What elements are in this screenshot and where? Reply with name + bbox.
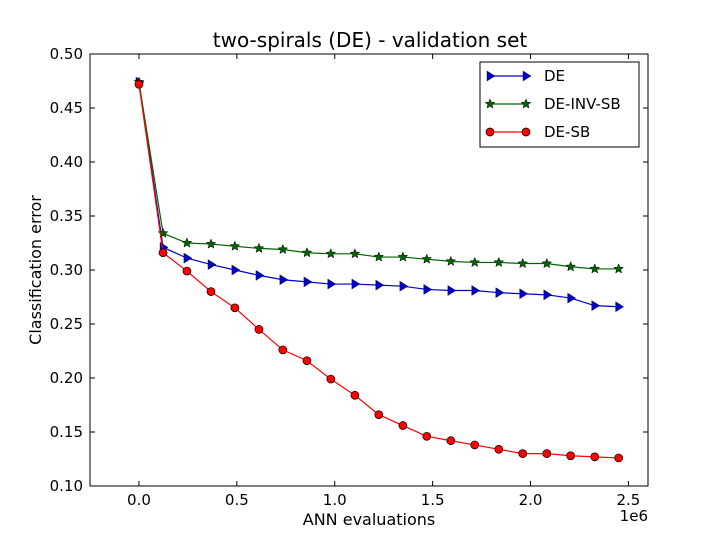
x-tick-label: 1.0 [323,491,347,509]
data-point [253,242,265,253]
legend-marker [521,127,531,137]
data-point [301,247,313,258]
data-point [590,452,600,462]
data-point [614,453,623,463]
y-tick-label: 0.30 [50,261,83,279]
y-tick-label: 0.40 [50,153,83,171]
data-point [495,287,505,299]
data-point [445,255,457,266]
legend-item: DE [486,67,565,85]
y-tick-label: 0.35 [50,207,83,225]
data-point [351,278,361,290]
y-tick-label: 0.50 [50,45,83,63]
legend-marker [484,98,496,109]
data-point [183,252,193,264]
legend-marker [520,98,532,109]
y-tick-label: 0.15 [50,423,83,441]
data-point [229,240,241,251]
legend-item: DE-SB [485,123,590,141]
y-tick-label: 0.10 [50,477,83,495]
data-point [327,278,337,290]
data-point [567,292,577,304]
data-point [255,270,265,281]
axes-ticks: 0.0 0.5 1.0 1.5 2.0 2.5 0.10 0.15 0.20 0.25 0.30 0.… [50,45,648,509]
data-point [422,431,432,441]
data-point [277,243,289,255]
legend-label: DE-INV-SB [544,95,621,113]
data-point [134,79,144,89]
data-point [373,251,385,262]
x-tick-label: 2.5 [616,491,640,509]
series-de-sb [134,79,623,463]
y-tick-label: 0.25 [50,315,83,333]
data-point [517,257,529,269]
data-point [158,248,168,258]
data-point [303,276,313,288]
data-point [447,285,457,296]
data-point [446,436,456,445]
legend-label: DE [544,67,565,85]
legend: DE DE-INV-SB DE-SB [479,61,640,148]
y-tick-label: 0.45 [50,99,83,117]
data-point [206,287,216,296]
legend-item: DE-INV-SB [484,95,621,113]
data-point [591,300,601,312]
data-point [519,288,529,300]
data-point [543,289,553,301]
data-point [494,444,504,454]
data-point [471,285,481,296]
data-point [207,259,217,270]
data-point [325,248,337,259]
x-tick-label: 0.5 [225,491,249,509]
data-point [254,325,264,334]
data-point [470,440,480,450]
series-de-inv-sb [133,76,625,274]
x-tick-label: 1.5 [421,491,445,509]
data-point [397,251,409,262]
data-point [469,256,481,268]
data-point [302,356,312,366]
data-point [374,410,384,420]
x-axis-multiplier: 1e6 [620,507,648,525]
data-point [399,280,409,292]
data-point [615,301,625,313]
data-point [613,263,625,274]
data-point [423,284,433,295]
data-point [230,303,240,313]
data-point [518,449,528,458]
x-tick-label: 0.0 [127,491,151,509]
data-point [205,238,217,249]
data-point [565,261,577,272]
y-axis-label: Classification error [26,195,45,345]
x-tick-label: 2.0 [519,491,543,509]
data-point [279,274,289,286]
data-point [231,264,241,276]
data-point [181,237,193,248]
legend-marker [486,70,496,82]
data-point [278,345,288,355]
data-point [398,421,408,430]
series-layer [133,76,625,463]
data-point [421,253,433,264]
data-point [349,248,361,259]
x-axis-label: ANN evaluations [303,510,435,529]
data-point [541,257,553,269]
data-point [182,266,192,276]
data-point [350,390,360,400]
chart-title: two-spirals (DE) - validation set [213,28,528,52]
legend-marker [485,127,495,137]
data-point [589,263,601,274]
data-point [566,451,576,461]
y-tick-label: 0.20 [50,369,83,387]
legend-marker [522,70,532,82]
data-point [375,279,385,291]
legend-label: DE-SB [544,123,590,141]
data-point [542,449,552,458]
data-point [493,256,505,268]
data-point [326,374,336,384]
